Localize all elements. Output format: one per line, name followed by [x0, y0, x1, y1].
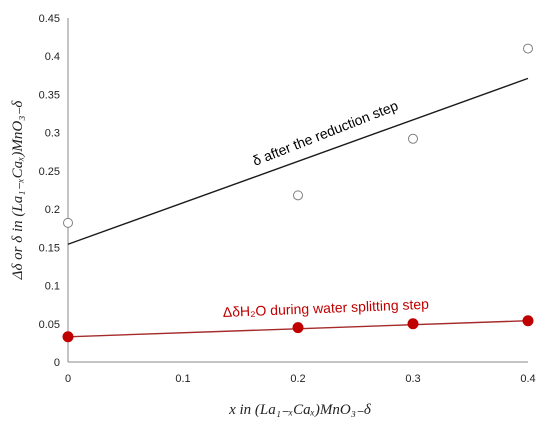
y-tick-label: 0.25: [39, 166, 60, 178]
annotation-water-splitting: ΔδH₂O during water splitting step: [222, 296, 429, 320]
data-point-series-1: [293, 190, 303, 201]
data-points: [62, 43, 534, 343]
y-tick-label: 0.2: [45, 204, 60, 216]
y-axis-title: Δδ or δ in (La₁₋ₓCaₓ)MnO₃₋δ: [10, 100, 26, 281]
data-point-series-2: [62, 331, 74, 343]
y-tick-label: 0.1: [45, 281, 60, 293]
data-point-series-2: [292, 322, 304, 334]
y-tick-label: 0.05: [39, 319, 60, 331]
y-tick-label: 0.35: [39, 89, 60, 101]
x-tick-label: 0: [65, 373, 71, 385]
data-point-series-2: [522, 315, 534, 327]
trendlines: [67, 77, 529, 338]
data-point-series-1: [408, 133, 418, 144]
x-tick-label: 0.4: [520, 373, 535, 385]
data-point-series-1: [523, 43, 533, 54]
tick-labels: 0 0.1 0.2 0.3 0.4 0 0.05 0.1 0.15 0.2 0.25 0.3 0.35 0…: [39, 13, 536, 385]
y-tick-label: 0.4: [45, 51, 60, 63]
axes: [67, 18, 528, 363]
x-tick-label: 0.2: [290, 373, 305, 385]
data-point-series-1: [63, 217, 73, 228]
x-tick-label: 0.3: [405, 373, 420, 385]
trendline-1: [67, 77, 529, 245]
data-point-series-2: [407, 318, 419, 330]
x-tick-label: 0.1: [175, 373, 190, 385]
y-tick-label: 0.15: [39, 242, 60, 254]
x-axis-title: x in (La₁₋ₓCaₓ)MnO₃₋δ: [228, 402, 372, 418]
y-tick-label: 0.3: [45, 128, 60, 140]
y-tick-label: 0: [54, 357, 60, 369]
y-tick-label: 0.45: [39, 13, 60, 25]
